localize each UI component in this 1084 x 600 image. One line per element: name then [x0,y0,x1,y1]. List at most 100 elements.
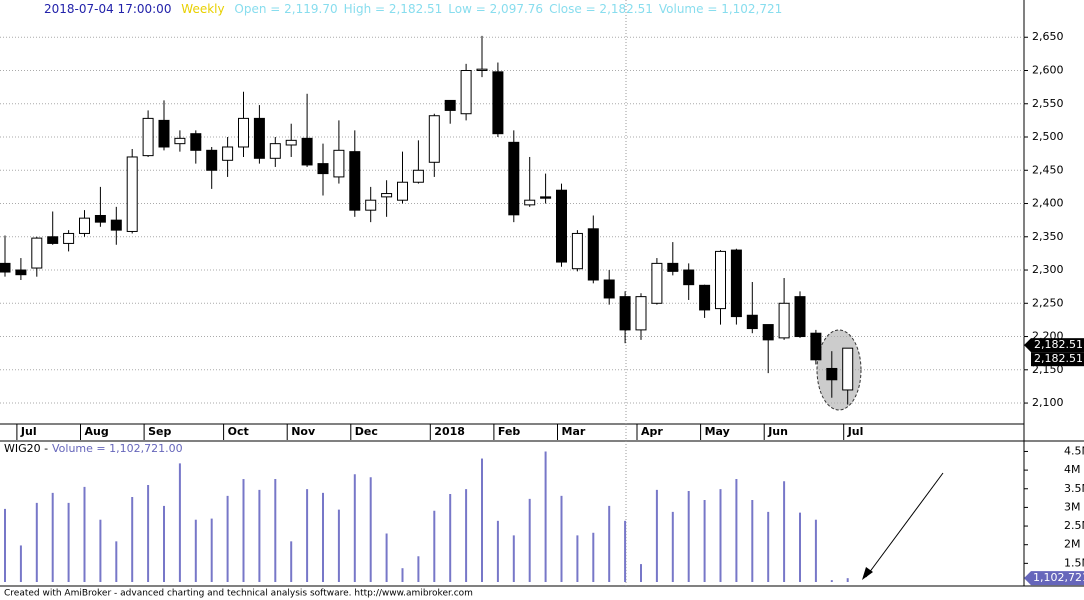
candle-body [492,71,504,135]
last-price-label: 2,182.51 [1034,338,1083,351]
candle-body [651,262,663,304]
candle-body [0,262,11,273]
header-date: 2018-07-04 17:00:00 [44,2,172,16]
candle-body [794,296,806,338]
x-tick-label: Nov [291,425,316,438]
highlight-ellipse [816,329,862,411]
x-tick-label: Mar [562,425,586,438]
y-tick-label: 2,550 [1032,97,1064,110]
candle-body [587,228,599,281]
header-field: Open = 2,119.70 [234,2,338,16]
y-tick-label: 2,300 [1032,263,1064,276]
x-tick-label: Sep [148,425,171,438]
candle-body [15,269,27,276]
header: 2018-07-04 17:00:00 Weekly Open = 2,119.… [44,2,788,16]
candle-body [206,149,218,171]
candle-body [667,262,679,272]
candle-body [842,347,854,391]
candle-body [699,284,711,311]
candle-body [31,237,43,269]
last-price-box [1031,338,1084,353]
candle-body [603,279,615,299]
volume-label: Volume = 1,102,721.00 [52,442,183,455]
y-tick-label: 2M [1064,538,1081,551]
arrow-line [865,472,944,578]
candle-body [619,296,631,331]
arrow-head [862,567,873,580]
candle-body [126,156,138,232]
candle-body [317,163,329,175]
candle-body [524,199,536,206]
candle-body [556,189,567,263]
candle-body [778,302,790,339]
candle-body [381,193,393,198]
x-tick-label: Jul [847,425,864,438]
candle-body [190,133,202,151]
header-interval: Weekly [181,2,225,16]
y-tick-label: 2,650 [1032,30,1064,43]
candle-body [508,141,520,216]
candle-body [428,115,440,163]
y-tick-label: 4M [1064,463,1081,476]
y-tick-label: 2,600 [1032,64,1064,77]
y-tick-label: 2.5M [1064,519,1084,532]
candle-body [476,68,488,72]
x-tick-label: Apr [641,425,663,438]
x-tick-label: May [705,425,730,438]
y-tick-label: 4.5M [1064,444,1084,457]
candle-body [762,324,774,341]
x-tick-label: Dec [355,425,378,438]
candle-body [730,249,742,318]
y-tick-label: 2,350 [1032,230,1064,243]
candle-body [746,314,758,330]
candle-body [79,217,90,234]
candle-body [715,250,726,310]
candle-body [238,117,249,148]
close-price-label: 2,182.51 [1034,352,1083,365]
candle-body [158,119,170,148]
last-volume-label: 1,102,721 [1033,571,1084,584]
candle-body [460,70,472,115]
y-tick-label: 3M [1064,500,1081,513]
candle-body [365,199,377,211]
candle-body [444,99,456,111]
volume-title: WIG20 - [4,442,48,455]
candle-body [285,139,297,146]
candle-body [63,232,75,244]
candle-body [174,137,186,145]
x-tick-label: Aug [85,425,109,438]
header-field: High = 2,182.51 [343,2,443,16]
x-tick-label: Oct [228,425,249,438]
x-tick-label: 2018 [434,425,465,438]
y-tick-label: 3.5M [1064,482,1084,495]
candle-body [142,117,154,157]
candle-body [94,214,106,223]
y-tick-label: 2,100 [1032,396,1064,409]
candle-body [412,169,424,183]
candle-body [571,232,583,270]
x-tick-label: Jun [767,425,788,438]
y-tick-label: 2,450 [1032,163,1064,176]
last-price-marker [1024,338,1031,353]
y-tick-label: 2,400 [1032,197,1064,210]
candle-body [810,332,822,361]
candle-body [397,181,408,201]
candle-body [253,117,265,159]
header-field: Volume = 1,102,721 [658,2,783,16]
candle-body [269,143,281,159]
candle-body [47,236,59,244]
candle-body [826,367,838,381]
candle-body [683,269,695,286]
header-field: Low = 2,097.76 [448,2,544,16]
last-volume-box [1024,571,1084,586]
y-tick-label: 2,500 [1032,130,1064,143]
y-tick-label: 2,250 [1032,296,1064,309]
candle-body [540,196,552,199]
candle-body [301,137,313,166]
candle-body [333,149,345,178]
header-field: Close = 2,182.51 [549,2,653,16]
x-tick-label: Jul [20,425,37,438]
